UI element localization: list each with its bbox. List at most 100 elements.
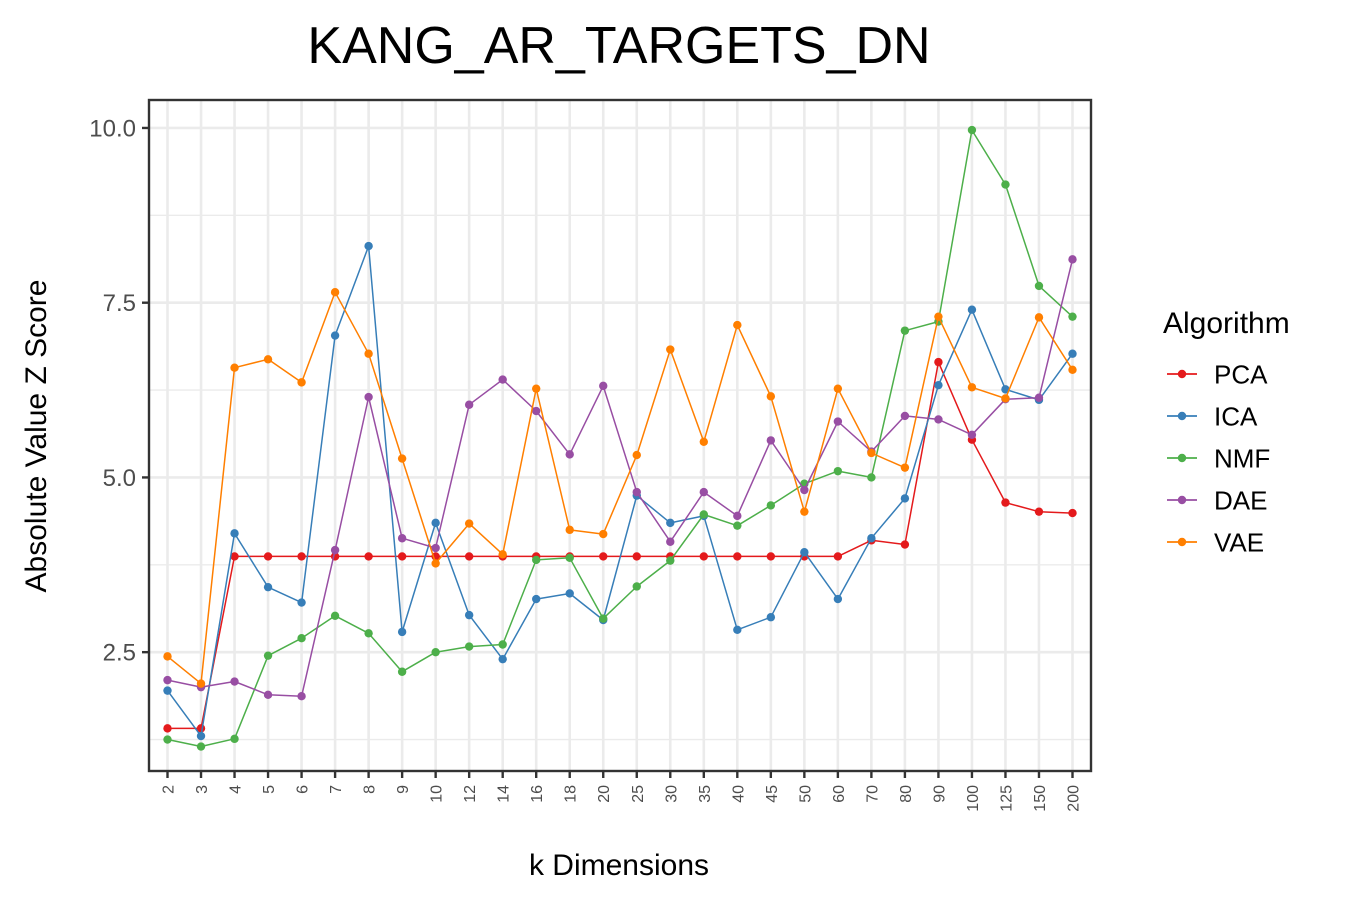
- data-point-nmf: [733, 521, 742, 530]
- data-point-dae: [565, 450, 574, 459]
- data-point-pca: [599, 552, 608, 561]
- data-point-ica: [565, 589, 574, 598]
- data-point-vae: [867, 448, 876, 458]
- data-point-nmf: [1034, 281, 1044, 291]
- x-tick-label: 7: [328, 785, 345, 794]
- x-tick-label: 40: [730, 785, 747, 803]
- data-point-ica: [967, 305, 977, 314]
- data-point-vae: [163, 652, 172, 661]
- data-point-vae: [632, 450, 641, 460]
- data-point-ica: [766, 613, 776, 622]
- legend-label-vae: VAE: [1214, 528, 1264, 558]
- x-tick-label: 20: [596, 785, 613, 803]
- x-axis-title: k Dimensions: [529, 849, 709, 882]
- data-point-nmf: [632, 582, 641, 591]
- data-point-ica: [867, 534, 876, 543]
- plot-panel: [149, 100, 1091, 771]
- data-point-nmf: [498, 640, 507, 649]
- data-point-nmf: [900, 326, 910, 335]
- data-point-nmf: [1068, 312, 1077, 321]
- data-point-dae: [766, 436, 776, 445]
- x-tick-label: 60: [831, 785, 848, 803]
- data-point-dae: [330, 545, 340, 555]
- data-point-nmf: [163, 735, 172, 744]
- x-tick-label: 90: [931, 785, 948, 803]
- y-axis: 2.5 5.0 7.5 10.0: [89, 115, 149, 667]
- data-point-vae: [297, 378, 306, 387]
- plot-border: [147, 98, 1093, 773]
- data-point-vae: [330, 288, 340, 297]
- data-point-vae: [766, 392, 776, 401]
- data-point-pca: [263, 552, 273, 561]
- data-point-vae: [1068, 365, 1077, 374]
- legend-key-point-dae: [1177, 495, 1187, 505]
- data-point-pca: [833, 552, 843, 561]
- data-point-nmf: [967, 125, 977, 135]
- data-point-vae: [397, 454, 407, 463]
- data-point-nmf: [833, 466, 843, 476]
- data-point-ica: [1001, 385, 1010, 394]
- legend-label-dae: DAE: [1214, 486, 1267, 516]
- data-point-vae: [833, 384, 843, 393]
- data-point-dae: [733, 511, 742, 521]
- data-point-nmf: [330, 611, 340, 621]
- data-point-pca: [900, 540, 910, 549]
- data-point-nmf: [1001, 180, 1010, 189]
- series-line-nmf: [167, 129, 1074, 748]
- x-tick-label: 4: [228, 785, 245, 794]
- data-point-nmf: [565, 553, 574, 563]
- x-tick-label: 125: [998, 785, 1015, 812]
- data-point-dae: [498, 375, 507, 384]
- data-point-dae: [464, 400, 474, 409]
- data-point-vae: [1001, 394, 1010, 403]
- data-point-ica: [800, 548, 809, 557]
- data-point-ica: [464, 610, 474, 620]
- data-point-ica: [364, 241, 373, 251]
- data-point-ica: [934, 380, 943, 390]
- major-gridlines: [149, 100, 1091, 771]
- data-point-ica: [263, 582, 273, 592]
- data-point-vae: [666, 345, 675, 354]
- data-point-ica: [230, 529, 239, 538]
- legend-label-pca: PCA: [1214, 360, 1268, 390]
- x-tick-label: 12: [462, 785, 479, 803]
- series-line-vae: [167, 291, 1074, 685]
- x-tick-label: 150: [1032, 785, 1049, 812]
- data-point-dae: [699, 487, 708, 497]
- y-tick-label: 2.5: [103, 640, 136, 667]
- data-point-dae: [263, 690, 273, 700]
- x-tick-label: 16: [529, 785, 546, 803]
- x-axis: 2 3 4 5 6 7 8 9 10 12 14 16 18 20 25 30 35 40 45 50 60 70 80 90…: [161, 771, 1083, 812]
- data-point-dae: [1068, 255, 1077, 264]
- data-point-vae: [565, 525, 574, 535]
- data-point-ica: [532, 594, 541, 604]
- data-point-ica: [498, 654, 507, 664]
- data-point-ica: [297, 598, 306, 607]
- data-point-nmf: [766, 501, 776, 510]
- data-point-ica: [431, 518, 440, 528]
- x-tick-label: 10: [429, 785, 446, 803]
- data-point-dae: [297, 692, 306, 701]
- data-point-dae: [833, 417, 843, 426]
- data-point-pca: [733, 552, 742, 561]
- data-point-nmf: [397, 667, 407, 676]
- legend-key-point-nmf: [1177, 453, 1187, 463]
- data-point-pca: [632, 552, 641, 561]
- data-point-dae: [364, 392, 373, 402]
- data-point-ica: [330, 331, 340, 340]
- data-point-ica: [733, 625, 742, 635]
- data-point-nmf: [196, 742, 206, 751]
- data-point-vae: [800, 507, 809, 516]
- data-point-vae: [230, 363, 239, 372]
- data-point-dae: [230, 677, 239, 686]
- x-tick-label: 3: [194, 785, 211, 794]
- x-tick-label: 6: [295, 785, 312, 794]
- data-point-nmf: [532, 555, 541, 565]
- x-tick-label: 100: [965, 785, 982, 812]
- x-tick-label: 80: [898, 785, 915, 803]
- x-tick-label: 200: [1066, 785, 1083, 812]
- data-point-ica: [900, 494, 910, 503]
- x-tick-label: 18: [563, 785, 580, 803]
- y-axis-title: Absolute Value Z Score: [20, 280, 53, 593]
